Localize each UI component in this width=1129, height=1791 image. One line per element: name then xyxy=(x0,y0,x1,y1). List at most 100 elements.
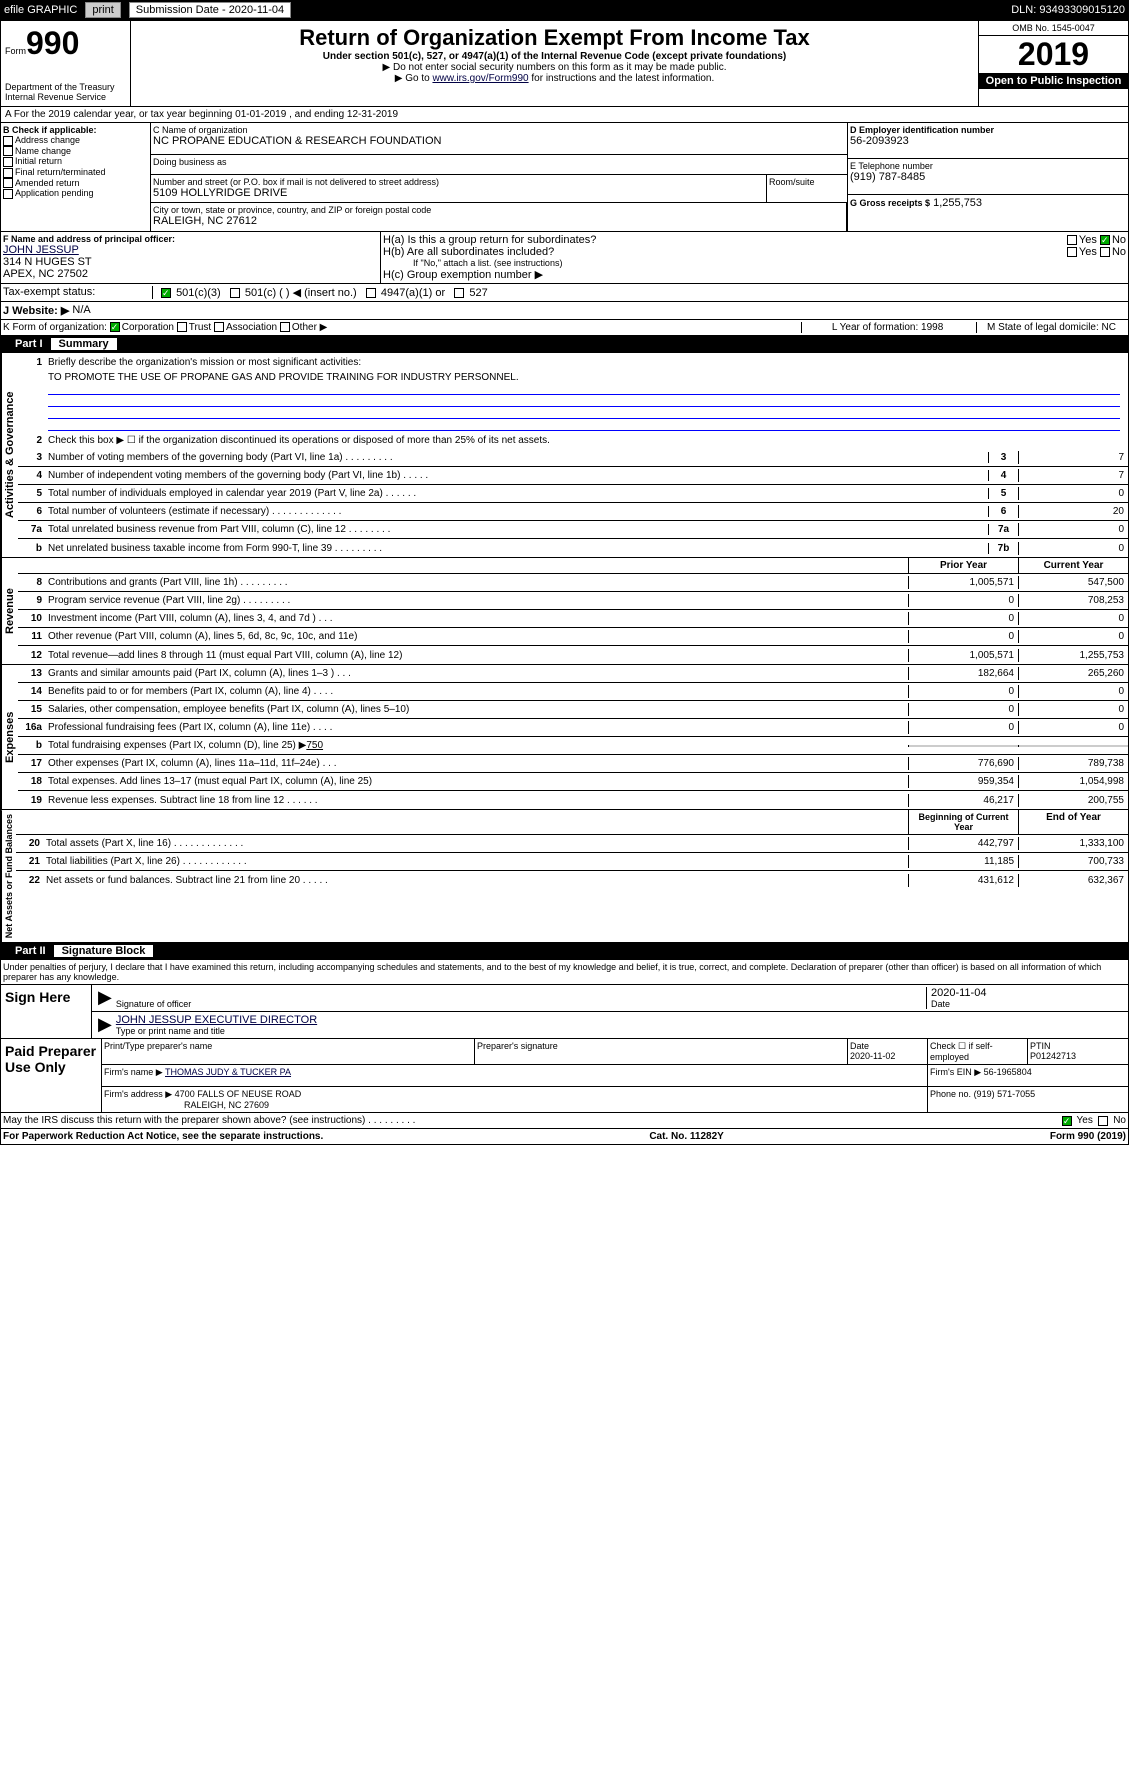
efile-header: efile GRAPHIC print Submission Date - 20… xyxy=(0,0,1129,20)
firm-ein-box: Firm's EIN ▶ 56-1965804 xyxy=(928,1065,1128,1086)
cb-name-change[interactable]: Name change xyxy=(3,146,148,157)
line19: Revenue less expenses. Subtract line 18 … xyxy=(46,794,908,807)
officer-name-title[interactable]: JOHN JESSUP EXECUTIVE DIRECTOR xyxy=(116,1014,1126,1026)
vert-governance: Activities & Governance xyxy=(1,353,18,557)
part1-title: Summary xyxy=(51,338,117,350)
val-16ap: 0 xyxy=(908,721,1018,734)
val-22p: 431,612 xyxy=(908,874,1018,887)
dba-label: Doing business as xyxy=(153,157,845,167)
name-title-label: Type or print name and title xyxy=(116,1026,1126,1036)
l-label: L Year of formation: xyxy=(832,322,918,333)
print-button[interactable]: print xyxy=(85,2,120,18)
part2-num: Part II xyxy=(7,945,54,957)
cb-501c[interactable] xyxy=(230,288,240,298)
m-label: M State of legal domicile: xyxy=(987,322,1099,333)
group-return-box: H(a) Is this a group return for subordin… xyxy=(381,232,1128,283)
cb-other[interactable] xyxy=(280,322,290,332)
paid-label: Paid Preparer Use Only xyxy=(1,1039,101,1112)
hdr-current: Current Year xyxy=(1018,558,1128,573)
form-note2: ▶ Go to www.irs.gov/Form990 for instruct… xyxy=(135,73,974,84)
cb-assoc[interactable] xyxy=(214,322,224,332)
firm-addr-box: Firm's address ▶ 4700 FALLS OF NEUSE ROA… xyxy=(102,1087,928,1112)
val-10p: 0 xyxy=(908,612,1018,625)
line12: Total revenue—add lines 8 through 11 (mu… xyxy=(46,649,908,662)
line20: Total assets (Part X, line 16) . . . . .… xyxy=(44,837,908,850)
ha-row: H(a) Is this a group return for subordin… xyxy=(383,234,1126,246)
line7a: Total unrelated business revenue from Pa… xyxy=(46,523,988,536)
line14: Benefits paid to or for members (Part IX… xyxy=(46,685,908,698)
dba-box: Doing business as xyxy=(151,155,847,175)
line7b: Net unrelated business taxable income fr… xyxy=(46,542,988,555)
discuss-row: May the IRS discuss this return with the… xyxy=(0,1113,1129,1129)
sig-arrow-icon: ▶ xyxy=(94,987,116,1009)
cb-corp[interactable] xyxy=(110,322,120,332)
line18: Total expenses. Add lines 13–17 (must eq… xyxy=(46,775,908,788)
city: RALEIGH, NC 27612 xyxy=(153,215,844,227)
preparer-date: Date2020-11-02 xyxy=(848,1039,928,1064)
val-9p: 0 xyxy=(908,594,1018,607)
sign-here-section: Sign Here ▶ Signature of officer 2020-11… xyxy=(0,985,1129,1039)
form-title: Return of Organization Exempt From Incom… xyxy=(135,25,974,51)
section-f-h: F Name and address of principal officer:… xyxy=(0,232,1129,284)
name-label: C Name of organization xyxy=(153,125,845,135)
val-22c: 632,367 xyxy=(1018,874,1128,887)
val-14p: 0 xyxy=(908,685,1018,698)
hdr-end: End of Year xyxy=(1018,810,1128,834)
vert-net-assets: Net Assets or Fund Balances xyxy=(1,810,16,942)
officer-label: F Name and address of principal officer: xyxy=(3,234,378,244)
val-15c: 0 xyxy=(1018,703,1128,716)
val-11c: 0 xyxy=(1018,630,1128,643)
self-employed-check: Check ☐ if self-employed xyxy=(928,1039,1028,1064)
line13: Grants and similar amounts paid (Part IX… xyxy=(46,667,908,680)
cb-amended[interactable]: Amended return xyxy=(3,178,148,189)
cb-discuss-yes[interactable] xyxy=(1062,1116,1072,1126)
sig-date-label: Date xyxy=(931,999,1122,1009)
val-12c: 1,255,753 xyxy=(1018,649,1128,662)
val-19p: 46,217 xyxy=(908,794,1018,807)
line2: Check this box ▶ ☐ if the organization d… xyxy=(46,434,1128,447)
irs-link[interactable]: www.irs.gov/Form990 xyxy=(432,73,528,84)
form-subtitle: Under section 501(c), 527, or 4947(a)(1)… xyxy=(135,51,974,62)
address: 5109 HOLLYRIDGE DRIVE xyxy=(153,187,764,199)
val-15p: 0 xyxy=(908,703,1018,716)
room-box: Room/suite xyxy=(767,175,847,203)
org-name-box: C Name of organization NC PROPANE EDUCAT… xyxy=(151,123,847,155)
note2-post: for instructions and the latest informat… xyxy=(529,73,715,84)
open-public: Open to Public Inspection xyxy=(979,73,1128,89)
website-row: J Website: ▶ N/A xyxy=(0,302,1129,320)
tax-year-range: A For the 2019 calendar year, or tax yea… xyxy=(0,107,1129,123)
cb-4947[interactable] xyxy=(366,288,376,298)
ptin-box: PTINP01242713 xyxy=(1028,1039,1128,1064)
cb-final-return[interactable]: Final return/terminated xyxy=(3,167,148,178)
efile-label: efile GRAPHIC xyxy=(4,4,77,16)
ein-label: D Employer identification number xyxy=(850,125,1126,135)
cb-initial-return[interactable]: Initial return xyxy=(3,156,148,167)
cb-527[interactable] xyxy=(454,288,464,298)
address-box: Number and street (or P.O. box if mail i… xyxy=(151,175,767,203)
room-label: Room/suite xyxy=(769,177,845,187)
officer-name[interactable]: JOHN JESSUP xyxy=(3,244,378,256)
cb-501c3[interactable] xyxy=(161,288,171,298)
val-19c: 200,755 xyxy=(1018,794,1128,807)
cb-discuss-no[interactable] xyxy=(1098,1116,1108,1126)
l-value: 1998 xyxy=(921,322,943,333)
ein-box: D Employer identification number 56-2093… xyxy=(848,123,1128,159)
governance-section: Activities & Governance 1Briefly describ… xyxy=(0,353,1129,558)
val-12p: 1,005,571 xyxy=(908,649,1018,662)
cb-trust[interactable] xyxy=(177,322,187,332)
val-18c: 1,054,998 xyxy=(1018,775,1128,788)
sig-officer-label: Signature of officer xyxy=(116,999,926,1009)
line9: Program service revenue (Part VIII, line… xyxy=(46,594,908,607)
submission-date: Submission Date - 2020-11-04 xyxy=(129,2,291,18)
hdr-begin: Beginning of Current Year xyxy=(908,810,1018,834)
addr-label: Number and street (or P.O. box if mail i… xyxy=(153,177,764,187)
perjury-text: Under penalties of perjury, I declare th… xyxy=(0,960,1129,985)
line17: Other expenses (Part IX, column (A), lin… xyxy=(46,757,908,770)
val-21p: 11,185 xyxy=(908,855,1018,868)
tax-year: 2019 xyxy=(979,36,1128,73)
val-20p: 442,797 xyxy=(908,837,1018,850)
cb-address-change[interactable]: Address change xyxy=(3,135,148,146)
note2-pre: ▶ Go to xyxy=(395,73,433,84)
firm-name-box: Firm's name ▶ THOMAS JUDY & TUCKER PA xyxy=(102,1065,928,1086)
cb-app-pending[interactable]: Application pending xyxy=(3,188,148,199)
